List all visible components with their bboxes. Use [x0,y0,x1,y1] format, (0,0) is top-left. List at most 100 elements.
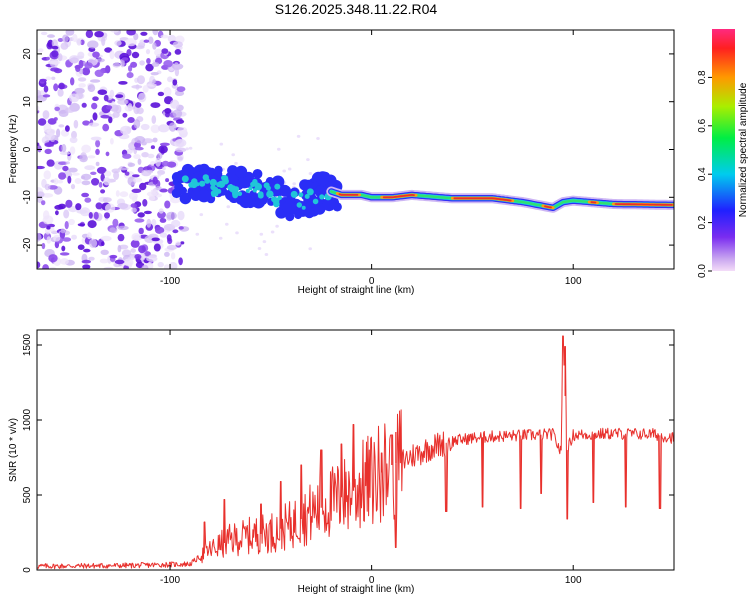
noise-blob [41,242,46,250]
noise-blob [42,94,51,98]
noise-blob [132,174,140,178]
ridge-core-blob [252,188,257,193]
noise-blob [95,202,103,210]
noise-blob [81,259,92,264]
noise-speck [275,224,279,228]
noise-blob [138,92,147,103]
noise-blob [100,189,106,194]
noise-blob [71,234,77,240]
noise-blob [67,175,72,184]
noise-blob [56,179,64,184]
noise-blob [119,191,129,198]
noise-blob [51,39,58,48]
noise-blob [58,82,65,90]
noise-blob [157,91,165,97]
ridge-core-blob [301,205,306,210]
noise-blob [172,41,183,48]
noise-blob [112,218,119,227]
noise-blob [178,257,183,266]
noise-blob [56,128,61,138]
noise-blob [58,161,68,165]
noise-blob [162,166,166,171]
ridge-core-blob [232,190,239,198]
ridge-blob [243,196,253,206]
noise-speck [277,147,281,151]
noise-blob [81,102,87,108]
noise-blob [131,233,142,241]
noise-blob [141,152,149,158]
noise-blob [70,77,75,86]
ridge-blob [315,171,330,186]
noise-blob [69,57,79,64]
noise-blob [146,255,158,262]
noise-blob [177,156,183,161]
spectrogram-xlabel: Height of straight line (km) [298,285,415,296]
noise-blob [54,204,64,210]
noise-blob [96,166,107,174]
noise-blob [120,125,132,135]
y-tick-label: -10 [22,190,33,205]
noise-blob [123,258,134,267]
noise-blob [42,215,54,225]
noise-blob [134,136,146,144]
noise-blob [146,218,152,228]
noise-speck [287,167,292,171]
ridge-core-blob [272,197,280,205]
noise-blob [142,85,149,93]
noise-blob [37,48,44,53]
noise-blob [64,107,75,113]
noise-blob [75,64,81,72]
noise-blob [55,210,59,216]
noise-blob [171,219,181,228]
noise-blob [139,182,147,191]
ridge-core [382,193,415,199]
noise-speck [218,236,223,240]
noise-blob [62,34,69,43]
spectrogram-ylabel: Frequency (Hz) [8,115,19,184]
noise-blob [175,147,187,153]
noise-blob [91,102,98,110]
noise-blob [146,191,158,197]
noise-blob [164,251,170,257]
noise-blob [37,191,45,198]
noise-blob [133,177,143,183]
ridge-blob [282,200,296,214]
noise-blob [157,152,163,160]
noise-blob [158,208,164,214]
colorbar: 0.0 0.2 0.4 0.6 0.8 Normalized spectral ampl… [697,29,749,278]
noise-blob [153,243,161,252]
noise-speck [262,240,267,244]
noise-blob [103,177,111,186]
ridge-core-blob [221,175,226,181]
noise-blob [84,165,96,171]
noise-blob [57,53,63,62]
noise-blob [70,184,76,190]
noise-blob [150,102,161,108]
noise-blob [137,212,145,218]
noise-blob [95,139,101,148]
noise-blob [131,207,137,213]
ridge-core-blob [209,178,217,187]
noise-blob [152,30,159,36]
noise-speck [185,147,189,151]
noise-blob [51,50,59,58]
noise-blob [124,171,130,176]
colorbar-tick-label: 0.4 [697,167,708,181]
noise-blob [64,221,69,230]
ridge-core-blob [312,198,319,205]
noise-speck [195,232,200,236]
noise-speck [199,213,204,217]
noise-blob [46,236,52,244]
noise-blob [44,148,52,155]
noise-blob [104,212,110,219]
noise-blob [43,170,52,180]
noise-blob [117,202,129,210]
noise-blob [122,112,128,118]
noise-blob [131,188,142,193]
noise-blob [87,84,96,92]
noise-blob [102,197,112,203]
noise-blob [82,120,90,126]
noise-blob [117,233,125,242]
noise-blob [82,67,91,76]
noise-blob [150,72,159,76]
